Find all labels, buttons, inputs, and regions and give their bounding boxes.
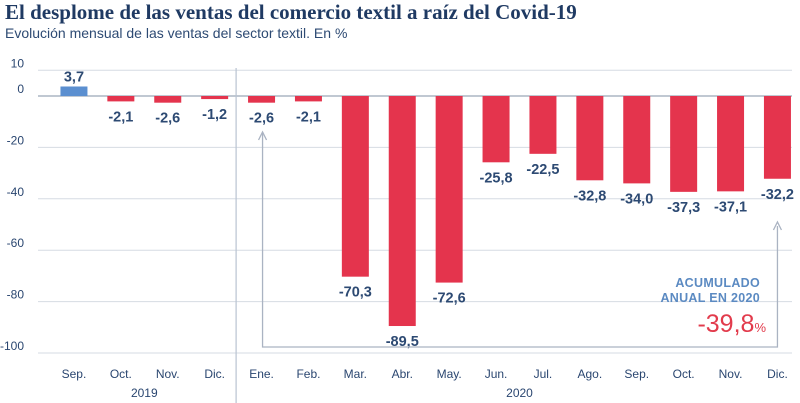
value-label: -89,5 xyxy=(386,334,419,350)
bar xyxy=(294,96,322,102)
x-tick-label: Abr. xyxy=(392,367,413,381)
value-label: -25,8 xyxy=(480,170,513,186)
chart-subtitle: Evolución mensual de las ventas del sect… xyxy=(5,25,348,41)
bracket-arrow-left xyxy=(257,130,268,141)
x-tick-label: May. xyxy=(437,367,462,381)
bar xyxy=(435,96,463,283)
value-label: -37,3 xyxy=(667,200,700,216)
year-label: 2020 xyxy=(506,386,533,400)
x-tick-label: Nov. xyxy=(719,367,743,381)
bar xyxy=(576,96,604,181)
x-tick-label: Sep. xyxy=(62,367,87,381)
x-tick-label: Sep. xyxy=(624,367,649,381)
x-tick-label: Ago. xyxy=(578,367,603,381)
bar xyxy=(107,96,135,102)
value-label: -32,8 xyxy=(573,188,606,204)
accumulated-unit: % xyxy=(754,320,766,335)
y-tick-label: 10 xyxy=(11,56,25,70)
bar xyxy=(623,96,651,184)
value-label: -37,1 xyxy=(714,199,747,215)
y-tick-label: -80 xyxy=(7,288,25,302)
bar xyxy=(388,96,416,327)
x-tick-label: Mar. xyxy=(344,367,367,381)
bars xyxy=(60,86,791,327)
x-tick-label: Oct. xyxy=(673,367,695,381)
x-axis: Sep. Oct. Nov. Dic. Ene. Feb. Mar. Abr. May. Jun.… xyxy=(62,68,788,403)
value-labels: 3,7 -2,1 -2,6 -1,2 -2,6 -2,1 -70,3 -89,5 -72,6 -2… xyxy=(64,69,794,350)
x-tick-label: Dic. xyxy=(204,367,225,381)
y-tick-label: -100 xyxy=(0,339,24,353)
bracket-arrow-right xyxy=(772,220,783,231)
y-tick-label: -40 xyxy=(7,185,25,199)
bar xyxy=(529,96,557,154)
x-tick-label: Ene. xyxy=(249,367,274,381)
chart-title: El desplome de las ventas del comercio t… xyxy=(5,0,577,24)
value-label: -22,5 xyxy=(526,162,559,178)
bar xyxy=(60,86,88,96)
x-tick-label: Feb. xyxy=(296,367,320,381)
y-tick-label: -60 xyxy=(7,236,25,250)
bracket-line xyxy=(261,132,779,348)
y-axis: 10 0 -20 -40 -60 -80 -100 xyxy=(0,56,24,353)
value-label: -2,1 xyxy=(296,109,321,125)
accumulated-label-line1: ACUMULADO xyxy=(675,276,760,290)
x-tick-label: Nov. xyxy=(156,367,180,381)
value-label: -34,0 xyxy=(620,191,653,207)
value-label: -2,6 xyxy=(155,111,180,127)
value-label: -2,6 xyxy=(249,111,274,127)
x-tick-label: Jul. xyxy=(534,367,553,381)
value-label: -72,6 xyxy=(433,291,466,307)
bar xyxy=(763,96,791,179)
y-tick-label: 0 xyxy=(17,82,24,96)
x-tick-label: Oct. xyxy=(110,367,132,381)
x-tick-label: Jun. xyxy=(485,367,508,381)
accumulated-label-line2: ANUAL EN 2020 xyxy=(660,291,760,305)
value-label: -32,2 xyxy=(761,187,794,203)
bar xyxy=(248,96,276,103)
value-label: -70,3 xyxy=(339,285,372,301)
value-label: -2,1 xyxy=(108,109,133,125)
bar xyxy=(482,96,510,163)
value-label: 3,7 xyxy=(64,69,84,85)
bar xyxy=(201,96,229,100)
value-label: -1,2 xyxy=(202,107,227,123)
bar xyxy=(154,96,182,103)
accumulated-label: ACUMULADO ANUAL EN 2020 xyxy=(660,276,760,306)
year-label: 2019 xyxy=(131,386,158,400)
bar xyxy=(670,96,698,192)
y-tick-label: -20 xyxy=(7,133,25,147)
annual-bracket xyxy=(257,130,783,348)
accumulated-value: -39,8% xyxy=(697,310,766,339)
x-tick-label: Dic. xyxy=(767,367,788,381)
accumulated-number: -39,8 xyxy=(697,310,755,338)
bar xyxy=(717,96,745,192)
bar xyxy=(341,96,369,277)
